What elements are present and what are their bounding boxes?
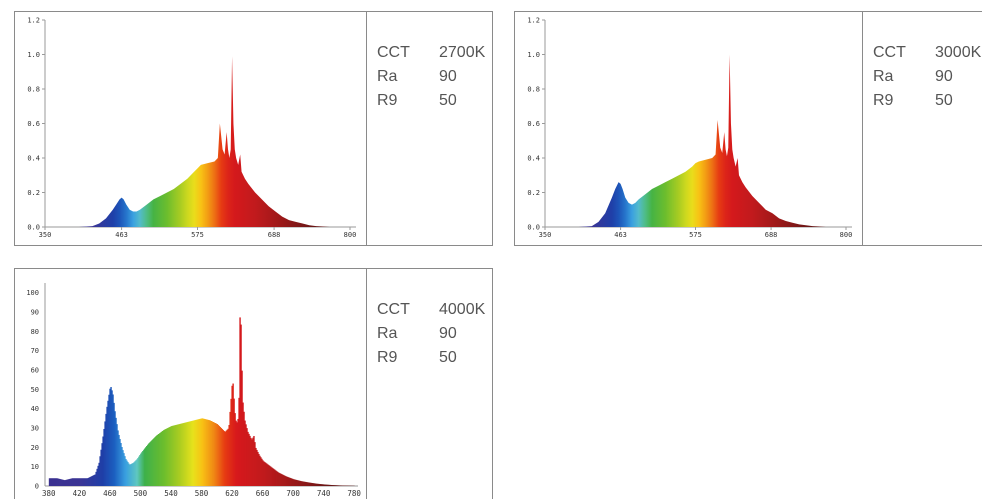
r9-label: R9 — [377, 349, 439, 367]
y-tick-label: 90 — [31, 309, 39, 317]
x-tick-label: 688 — [268, 231, 281, 239]
spectrum-chart: 0 10 20 30 40 50 60 70 80 90 100 380 420 460 500 540 580… — [15, 269, 366, 500]
y-tick-label: 1.0 — [27, 51, 40, 59]
x-tick-label: 500 — [134, 489, 148, 498]
cct-value: 3000K — [935, 44, 981, 61]
x-tick-label: 740 — [317, 489, 331, 498]
spectrum-plot: 0 10 20 30 40 50 60 70 80 90 100 380 420 460 500 540 580… — [15, 269, 367, 499]
spectrum-panel-4000k: 0 10 20 30 40 50 60 70 80 90 100 380 420 460 500 540 580… — [14, 268, 493, 499]
x-tick-label: 380 — [42, 489, 56, 498]
x-tick-label: 463 — [115, 231, 128, 239]
ra-value: 90 — [439, 68, 457, 85]
y-tick-label: 80 — [31, 328, 39, 336]
y-tick-label: 0.2 — [527, 189, 540, 197]
x-tick-label: 700 — [286, 489, 300, 498]
y-tick-label: 0.8 — [527, 86, 540, 94]
y-tick-label: 30 — [31, 425, 39, 433]
cct-label: CCT — [377, 44, 439, 62]
y-tick-label: 10 — [31, 463, 39, 471]
r9-label: R9 — [377, 92, 439, 110]
y-tick-label: 1.0 — [527, 51, 540, 59]
x-tick-label: 660 — [256, 489, 270, 498]
y-tick-label: 50 — [31, 386, 39, 394]
x-tick-label: 420 — [73, 489, 87, 498]
x-tick-label: 540 — [164, 489, 178, 498]
y-tick-label: 1.2 — [27, 17, 40, 25]
x-tick-label: 575 — [191, 231, 204, 239]
x-tick-label: 620 — [225, 489, 239, 498]
cct-label: CCT — [873, 44, 935, 62]
x-tick-label: 780 — [347, 489, 361, 498]
cct-value: 4000K — [439, 301, 485, 318]
spectrum-area — [545, 55, 846, 228]
y-tick-label: 40 — [31, 405, 39, 413]
x-tick-label: 350 — [39, 231, 52, 239]
ra-label: Ra — [377, 325, 439, 343]
r9-value: 50 — [439, 92, 457, 109]
y-tick-label: 20 — [31, 444, 39, 452]
y-tick-label: 0.2 — [27, 189, 40, 197]
y-tick-label: 1.2 — [527, 17, 540, 25]
x-tick-label: 800 — [840, 231, 853, 239]
y-tick-label: 0.6 — [527, 120, 540, 128]
y-tick-label: 0.8 — [27, 86, 40, 94]
x-tick-label: 460 — [103, 489, 117, 498]
r9-value: 50 — [935, 92, 953, 109]
cct-label: CCT — [377, 301, 439, 319]
spectrum-area — [45, 56, 350, 227]
x-tick-label: 800 — [344, 231, 357, 239]
cct-value: 2700K — [439, 44, 485, 61]
ra-value: 90 — [935, 68, 953, 85]
ra-label: Ra — [377, 68, 439, 86]
ra-value: 90 — [439, 325, 457, 342]
y-tick-label: 0.6 — [27, 120, 40, 128]
y-tick-label: 0 — [35, 483, 39, 491]
ra-label: Ra — [873, 68, 935, 86]
x-tick-label: 580 — [195, 489, 209, 498]
y-tick-label: 0.4 — [27, 155, 40, 163]
x-tick-label: 350 — [539, 231, 552, 239]
x-tick-label: 688 — [765, 231, 778, 239]
r9-value: 50 — [439, 349, 457, 366]
x-tick-label: 575 — [689, 231, 702, 239]
y-tick-label: 70 — [31, 347, 39, 355]
y-tick-label: 60 — [31, 367, 39, 375]
x-tick-label: 463 — [614, 231, 627, 239]
y-tick-label: 0.4 — [527, 155, 540, 163]
r9-label: R9 — [873, 92, 935, 110]
y-tick-label: 100 — [26, 289, 39, 297]
